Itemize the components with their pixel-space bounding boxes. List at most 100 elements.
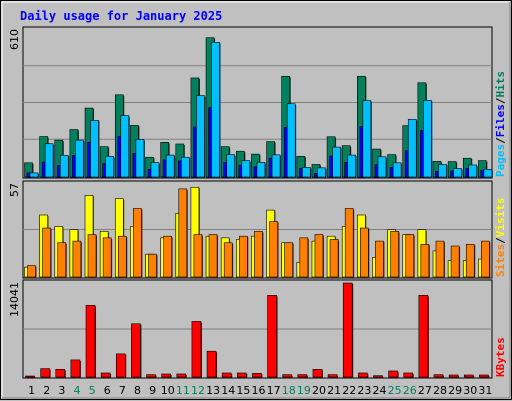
- bar-sites-day-24: [375, 240, 384, 278]
- bar-kbytes-day-30: [463, 374, 474, 378]
- bar-kbytes-day-31: [479, 374, 489, 378]
- bar-kbytes-day-28: [433, 374, 444, 378]
- legend-item: /: [494, 137, 507, 144]
- bar-kbytes-day-10: [161, 373, 171, 378]
- bar-sites-day-12: [193, 234, 203, 278]
- bar-sites-day-2: [42, 227, 51, 278]
- x-tick-label-28: 28: [433, 384, 447, 397]
- bar-kbytes-day-26: [403, 372, 414, 378]
- bar-sites-day-6: [102, 237, 112, 278]
- bar-pages-day-9: [150, 162, 160, 178]
- bar-pages-day-1: [29, 172, 39, 178]
- bar-sites-day-5: [87, 234, 97, 278]
- x-tick-label-27: 27: [418, 384, 432, 397]
- bar-sites-day-31: [481, 240, 490, 278]
- bar-kbytes-day-15: [237, 372, 247, 378]
- bar-kbytes-day-6: [100, 372, 111, 378]
- bar-kbytes-day-7: [115, 353, 126, 378]
- x-tick-label-24: 24: [373, 384, 387, 397]
- x-tick-label-13: 13: [206, 384, 220, 397]
- bar-pages-day-3: [59, 155, 69, 178]
- bar-kbytes-day-19: [297, 374, 308, 378]
- bar-kbytes-day-23: [358, 372, 368, 378]
- bar-pages-day-2: [44, 143, 54, 178]
- x-tick-label-22: 22: [342, 384, 356, 397]
- bar-pages-day-14: [226, 154, 235, 178]
- x-tick-label-5: 5: [89, 384, 96, 397]
- x-tick-label-7: 7: [119, 384, 126, 397]
- bar-sites-day-25: [390, 231, 399, 278]
- bar-kbytes-day-9: [146, 374, 156, 378]
- bar-pages-day-20: [317, 167, 326, 178]
- bar-shadow: [374, 376, 384, 378]
- x-tick-label-29: 29: [448, 384, 462, 397]
- bar-pages-day-24: [377, 156, 387, 178]
- bar-pages-day-17: [271, 154, 281, 178]
- bar-pages-day-23: [362, 100, 372, 178]
- x-tick-label-10: 10: [161, 384, 175, 397]
- bar-pages-day-16: [256, 162, 266, 178]
- bar-pages-day-10: [165, 154, 175, 178]
- bar-pages-day-15: [241, 160, 251, 178]
- x-tick-label-18: 18: [282, 384, 296, 397]
- x-tick-label-2: 2: [43, 384, 50, 397]
- bar-shadow: [26, 377, 36, 378]
- x-tick-label-20: 20: [312, 384, 326, 397]
- panel-kbytes: 14041 KBytes: [8, 279, 507, 379]
- bar-sites-day-17: [269, 221, 278, 278]
- bar-pages-day-18: [286, 103, 296, 178]
- bar-kbytes-day-29: [448, 374, 459, 378]
- bar-sites-day-18: [284, 242, 293, 278]
- x-tick-label-19: 19: [297, 384, 311, 397]
- bar-sites-day-21: [329, 239, 339, 278]
- bar-kbytes-day-8: [131, 323, 141, 378]
- bar-kbytes-day-3: [55, 369, 66, 378]
- y-max-label: 610: [8, 29, 21, 50]
- bar-kbytes-day-12: [191, 321, 202, 378]
- bar-sites-day-22: [344, 208, 354, 278]
- bar-kbytes-day-13: [206, 350, 217, 378]
- y-max-label: 57: [8, 183, 21, 197]
- x-tick-label-25: 25: [388, 384, 402, 397]
- bar-sites-day-23: [360, 227, 369, 278]
- panel-visits-sites: 57 Sites/Visits: [8, 180, 507, 279]
- legend-item: /: [494, 97, 507, 104]
- bar-pages-day-8: [135, 139, 145, 178]
- bar-kbytes-day-1: [25, 375, 35, 378]
- bar-kbytes-day-20: [312, 369, 323, 378]
- legend-item: KBytes: [494, 337, 507, 377]
- x-tick-label-15: 15: [236, 384, 250, 397]
- bar-kbytes-day-5: [85, 305, 96, 378]
- bar-kbytes-day-25: [388, 370, 398, 378]
- bar-sites-day-14: [223, 242, 233, 278]
- x-tick-label-3: 3: [58, 384, 65, 397]
- bar-kbytes-day-14: [221, 372, 232, 378]
- bar-kbytes-day-17: [267, 295, 277, 378]
- bar-pages-day-30: [468, 164, 478, 178]
- bar-sites-day-13: [208, 234, 218, 278]
- x-tick-label-14: 14: [221, 384, 235, 397]
- x-tick-label-16: 16: [252, 384, 266, 397]
- x-tick-label-17: 17: [267, 384, 281, 397]
- bar-kbytes-day-11: [176, 373, 187, 378]
- bar-pages-day-11: [180, 156, 190, 178]
- legend-item: Visits: [494, 198, 507, 238]
- x-tick-label-31: 31: [478, 384, 492, 397]
- bar-sites-day-8: [133, 208, 142, 278]
- x-tick-label-26: 26: [403, 384, 417, 397]
- bar-pages-day-21: [332, 146, 341, 178]
- bar-pages-day-6: [105, 155, 114, 178]
- bar-kbytes-day-4: [70, 359, 81, 378]
- bar-sites-day-20: [314, 234, 324, 278]
- legend-item: Hits: [494, 71, 507, 98]
- x-tick-label-23: 23: [357, 384, 371, 397]
- legend-item: /: [494, 237, 507, 244]
- bar-kbytes-day-18: [282, 374, 292, 378]
- x-tick-label-4: 4: [73, 384, 80, 397]
- bar-pages-day-26: [407, 119, 417, 178]
- bar-sites-day-26: [405, 234, 415, 278]
- bar-sites-day-3: [57, 242, 67, 278]
- bar-pages-day-29: [453, 168, 462, 178]
